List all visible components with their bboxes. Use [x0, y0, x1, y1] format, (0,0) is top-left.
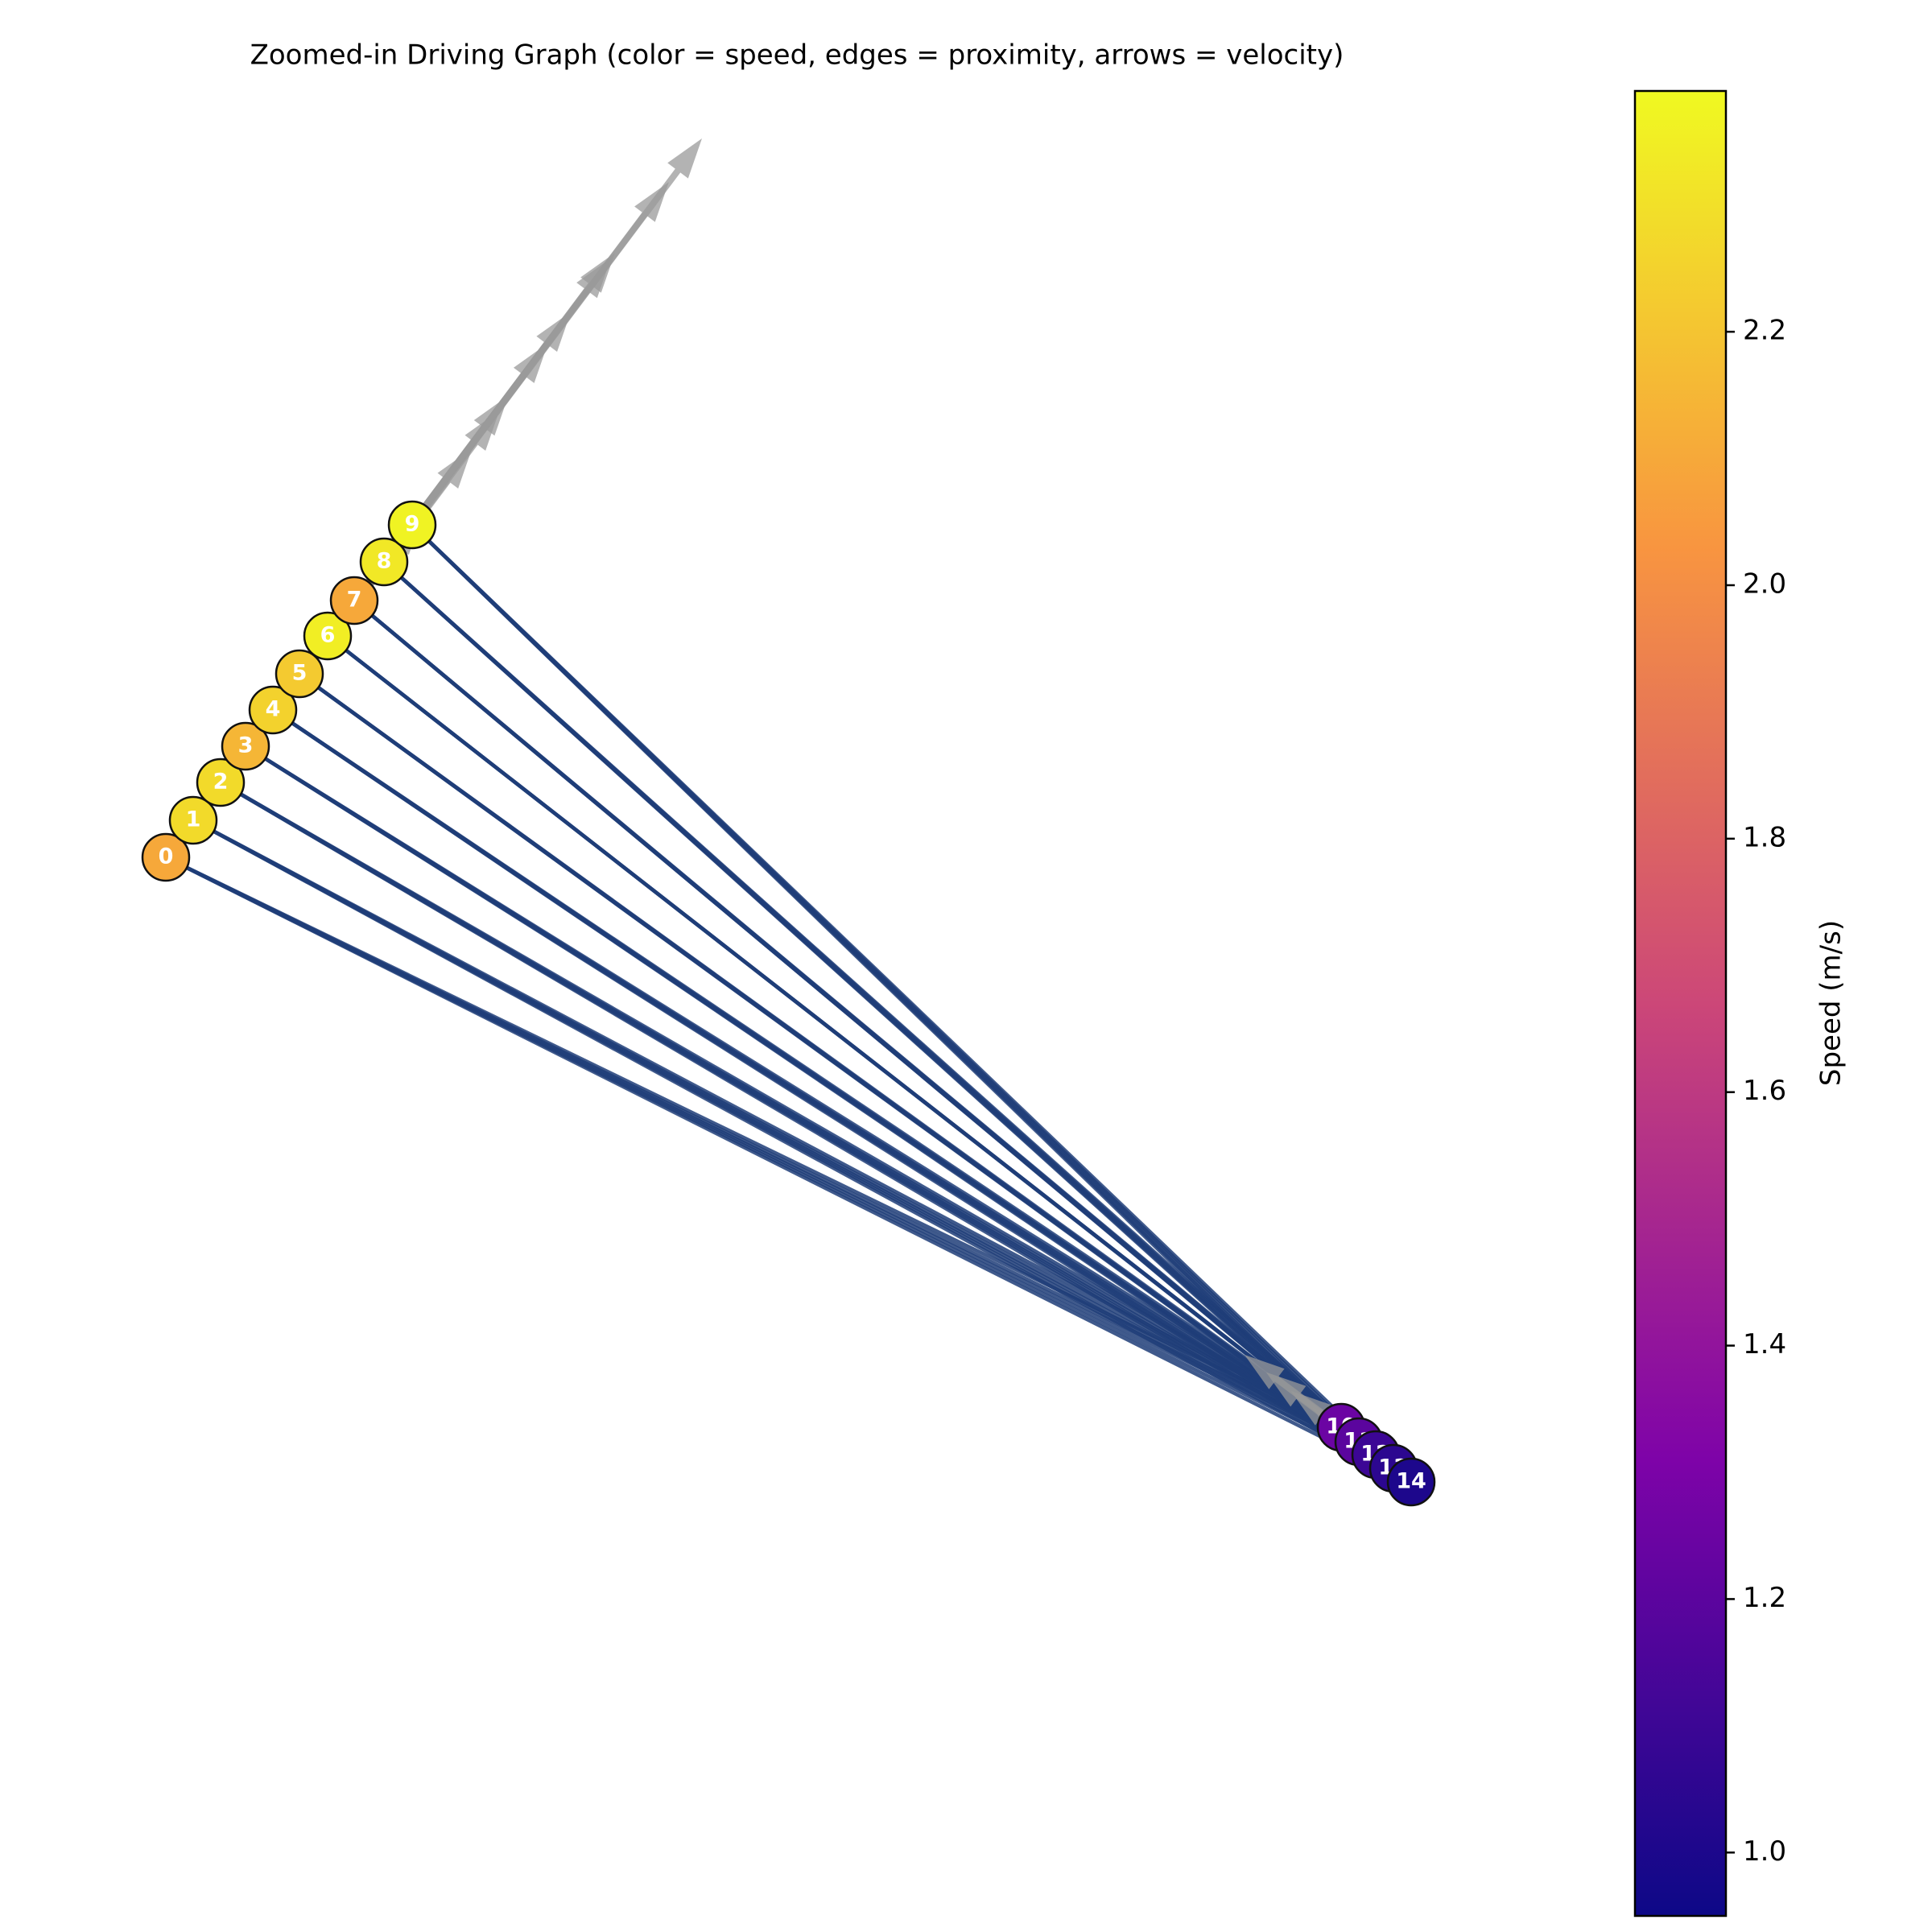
node	[387, 500, 437, 550]
edge	[192, 819, 1413, 1484]
node	[329, 576, 379, 625]
node-label: 1	[186, 807, 201, 832]
colorbar-tick-label: 1.4	[1743, 1328, 1786, 1360]
node-label: 7	[347, 588, 362, 613]
edge	[271, 708, 1413, 1484]
edge	[219, 781, 1413, 1484]
edge	[353, 599, 1413, 1484]
chart-title: Zoomed-in Driving Graph (color = speed, …	[250, 39, 1344, 72]
colorbar-tick-label: 1.6	[1743, 1075, 1786, 1107]
colorbar-tick-label: 1.2	[1743, 1582, 1786, 1614]
node-label: 2	[213, 770, 229, 795]
colorbar-tick-label: 2.0	[1743, 568, 1786, 600]
node	[275, 649, 324, 699]
edge	[164, 855, 1413, 1484]
colorbar-label: Speed (m/s)	[1815, 920, 1847, 1086]
node	[196, 758, 246, 807]
edge	[244, 745, 1413, 1484]
node	[248, 685, 298, 735]
node-label: 6	[320, 623, 336, 648]
node	[141, 832, 191, 882]
node	[1386, 1457, 1436, 1507]
colorbar	[1633, 89, 1728, 1918]
colorbar-tick-label: 2.2	[1743, 315, 1786, 347]
node	[303, 611, 353, 661]
node-label: 5	[292, 661, 308, 686]
edge	[411, 523, 1413, 1484]
edge	[326, 634, 1413, 1484]
node-label: 0	[159, 844, 174, 869]
node	[221, 721, 270, 771]
node-label: 4	[266, 697, 281, 722]
colorbar-tick-label: 1.8	[1743, 821, 1786, 853]
node-label: 8	[377, 549, 392, 574]
colorbar-tick-label: 1.0	[1743, 1835, 1786, 1868]
node-label: 3	[238, 733, 254, 758]
node	[359, 537, 409, 587]
velocity-arrow	[409, 138, 702, 527]
node	[168, 795, 218, 845]
node-label: 9	[405, 512, 420, 537]
edge	[298, 672, 1413, 1484]
node-label: 14	[1396, 1469, 1426, 1494]
